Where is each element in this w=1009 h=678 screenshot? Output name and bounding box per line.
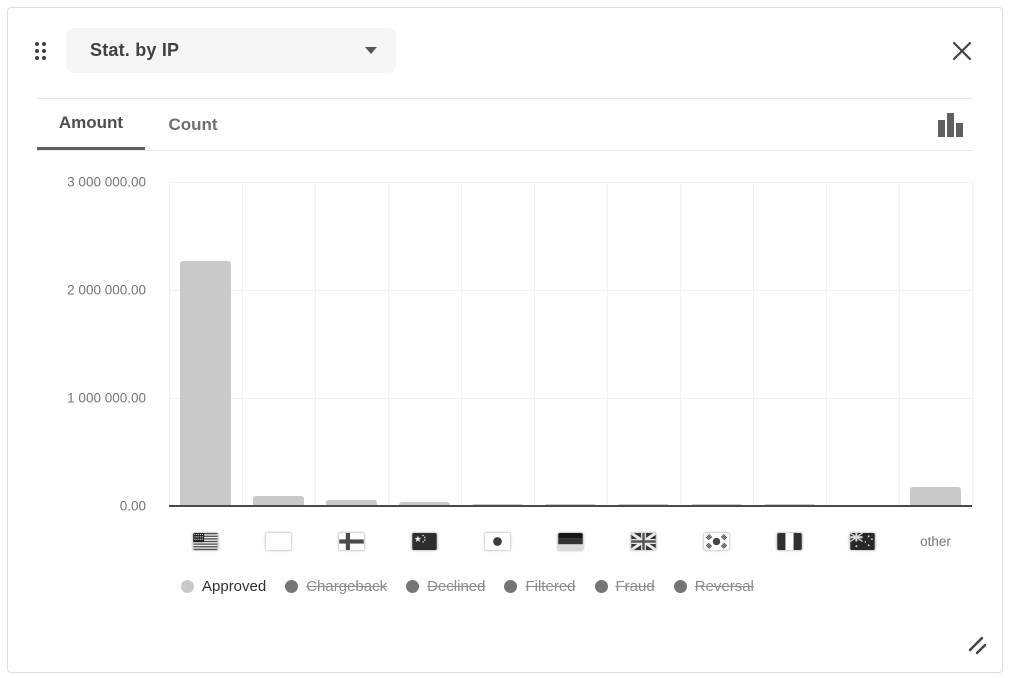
germany-flag-icon xyxy=(557,531,584,551)
tab-bar: Amount Count xyxy=(37,99,973,151)
x-axis-category xyxy=(753,530,826,552)
vertical-gridline xyxy=(825,182,827,506)
bar-unknown xyxy=(253,495,304,506)
other-category-label: other xyxy=(920,533,951,549)
tab-count[interactable]: Count xyxy=(168,114,218,134)
x-axis: other xyxy=(169,530,972,552)
chevron-down-icon xyxy=(364,43,378,58)
legend-dot-icon xyxy=(594,580,608,593)
x-axis-category xyxy=(680,530,753,552)
x-axis-category xyxy=(607,530,680,552)
bar-slot xyxy=(826,182,899,506)
bar-south-korea xyxy=(691,503,742,506)
plot-area xyxy=(168,182,973,507)
legend-dot-icon xyxy=(504,580,518,593)
legend-item-declined[interactable]: Declined xyxy=(406,578,485,595)
legend-dot-icon xyxy=(673,580,687,593)
horizontal-gridline xyxy=(169,182,972,183)
bar-slot xyxy=(315,182,388,506)
nigeria-flag-icon xyxy=(776,531,803,551)
y-axis-tick-label: 2 000 000.00 xyxy=(67,282,146,298)
legend: Approved Chargeback Declined Filtered Fraud R… xyxy=(181,578,754,595)
bar-slot xyxy=(388,182,461,506)
bar-japan xyxy=(472,503,523,506)
drag-handle-icon[interactable] xyxy=(35,42,46,60)
header-divider xyxy=(37,98,973,99)
resize-handle-icon[interactable] xyxy=(966,634,990,658)
legend-dot-icon xyxy=(181,580,194,593)
legend-item-fraud[interactable]: Fraud xyxy=(594,578,655,595)
bar-slot xyxy=(534,182,607,506)
finland-flag-icon xyxy=(338,531,365,551)
x-axis-category xyxy=(826,530,899,552)
vertical-gridline xyxy=(752,182,754,506)
bar-slot xyxy=(461,182,534,506)
legend-item-approved[interactable]: Approved xyxy=(181,578,266,595)
bar-other xyxy=(910,487,961,506)
bar-slot xyxy=(242,182,315,506)
bar-slot xyxy=(169,182,242,506)
tab-amount[interactable]: Amount xyxy=(37,99,145,150)
legend-label: Approved xyxy=(202,578,267,595)
chart-area: 3 000 000.00 2 000 000.00 1 000 000.00 0.00… xyxy=(8,150,1002,620)
x-axis-category xyxy=(534,530,607,552)
vertical-gridline xyxy=(679,182,681,506)
bar-slot xyxy=(899,182,972,506)
x-axis-baseline xyxy=(169,505,972,507)
horizontal-gridline xyxy=(169,290,972,291)
widget-title-dropdown[interactable]: Stat. by IP xyxy=(66,28,396,73)
vertical-gridline xyxy=(387,182,389,506)
y-axis-tick-label: 1 000 000.00 xyxy=(67,390,146,406)
x-axis-category xyxy=(461,530,534,552)
x-axis-category xyxy=(388,530,461,552)
bar-slot xyxy=(753,182,826,506)
bar-slot xyxy=(607,182,680,506)
legend-label: Reversal xyxy=(694,578,754,595)
unknown-flag-icon xyxy=(265,531,292,551)
legend-label: Fraud xyxy=(615,578,655,595)
uk-flag-icon xyxy=(630,531,657,551)
vertical-gridline xyxy=(460,182,462,506)
widget-title: Stat. by IP xyxy=(90,40,180,60)
legend-label: Declined xyxy=(427,578,486,595)
legend-item-reversal[interactable]: Reversal xyxy=(673,578,754,595)
vertical-gridline xyxy=(168,182,170,506)
vertical-gridline xyxy=(314,182,316,506)
vertical-gridline xyxy=(606,182,608,506)
x-axis-category: other xyxy=(899,530,972,552)
us-flag-icon xyxy=(192,531,219,551)
legend-item-chargeback[interactable]: Chargeback xyxy=(285,578,387,595)
legend-label: Chargeback xyxy=(306,578,388,595)
y-axis-tick-label: 3 000 000.00 xyxy=(67,174,146,190)
y-axis-tick-label: 0.00 xyxy=(119,498,146,514)
vertical-gridline xyxy=(971,182,973,506)
bar-china xyxy=(399,501,450,506)
bar-finland xyxy=(326,500,377,506)
legend-item-filtered[interactable]: Filtered xyxy=(504,578,576,595)
vertical-gridline xyxy=(533,182,535,506)
x-axis-category xyxy=(315,530,388,552)
x-axis-category xyxy=(169,530,242,552)
vertical-gridline xyxy=(241,182,243,506)
japan-flag-icon xyxy=(484,531,511,551)
china-flag-icon xyxy=(411,531,438,551)
legend-label: Filtered xyxy=(525,578,576,595)
legend-dot-icon xyxy=(285,580,299,593)
widget-header: Stat. by IP xyxy=(8,8,1002,98)
legend-dot-icon xyxy=(406,580,420,593)
bar-chart-icon[interactable] xyxy=(935,109,965,139)
horizontal-gridline xyxy=(169,398,972,399)
vertical-gridline xyxy=(898,182,900,506)
bar-slot xyxy=(680,182,753,506)
widget-card: Stat. by IP Amount Count 3 000 000.00 2 0… xyxy=(7,7,1003,673)
close-icon[interactable] xyxy=(948,37,976,65)
south-korea-flag-icon xyxy=(703,531,730,551)
bar-united-kingdom xyxy=(618,503,669,506)
bar-germany xyxy=(545,503,596,506)
australia-flag-icon xyxy=(849,531,876,551)
bar-united-states xyxy=(180,260,231,506)
x-axis-category xyxy=(242,530,315,552)
